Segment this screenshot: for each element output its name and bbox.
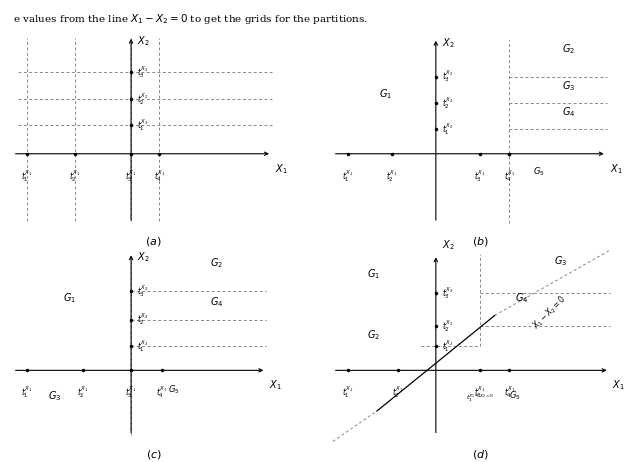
Text: $G_2$: $G_2$ (563, 42, 575, 56)
Text: $t_3^{X_2}$: $t_3^{X_2}$ (442, 285, 453, 301)
Text: $G_3$: $G_3$ (49, 389, 61, 402)
Text: $(c)$: $(c)$ (146, 448, 161, 461)
Text: $t_3^{X_2}$: $t_3^{X_2}$ (442, 68, 453, 85)
Text: $t_4^{X_1}$: $t_4^{X_1}$ (154, 168, 165, 184)
Text: $(d)$: $(d)$ (472, 448, 488, 461)
Text: $t_1^{X_2}$: $t_1^{X_2}$ (442, 122, 453, 137)
Text: $X_1$: $X_1$ (609, 162, 622, 176)
Text: $X_2$: $X_2$ (137, 250, 149, 264)
Text: $t_2^{X_1}$: $t_2^{X_1}$ (386, 168, 397, 184)
Text: $t_3^{X_2}$: $t_3^{X_2}$ (137, 65, 148, 80)
Text: $t_4^{X_1}$: $t_4^{X_1}$ (156, 384, 168, 401)
Text: $t_2^{X_2}$: $t_2^{X_2}$ (137, 91, 148, 107)
Text: $G_4$: $G_4$ (563, 105, 576, 119)
Text: $G_5$: $G_5$ (533, 165, 545, 177)
Text: $t_3^{X_2}$: $t_3^{X_2}$ (137, 283, 148, 299)
Text: $t_4^{X_1}$: $t_4^{X_1}$ (504, 384, 515, 401)
Text: $X_1$: $X_1$ (269, 378, 282, 392)
Text: $G_2$: $G_2$ (367, 328, 381, 341)
Text: $G_4$: $G_4$ (515, 291, 529, 305)
Text: $t_2^{X_2}$: $t_2^{X_2}$ (442, 95, 453, 111)
Text: $G_2$: $G_2$ (210, 257, 223, 270)
Text: $G_5$: $G_5$ (509, 390, 521, 402)
Text: $t_3^{X_1}$: $t_3^{X_1}$ (474, 384, 486, 401)
Text: $t_1^{X_1-X_2=0}$: $t_1^{X_1-X_2=0}$ (466, 393, 494, 404)
Text: $G_3$: $G_3$ (554, 255, 567, 268)
Text: $G_3$: $G_3$ (563, 79, 576, 92)
Text: $G_1$: $G_1$ (63, 291, 76, 305)
Text: $t_4^{X_1}$: $t_4^{X_1}$ (504, 168, 515, 184)
Text: $X_1 - X_2 = 0$: $X_1 - X_2 = 0$ (530, 292, 570, 332)
Text: $t_3^{X_1}$: $t_3^{X_1}$ (125, 384, 137, 401)
Text: $X_1$: $X_1$ (612, 378, 625, 392)
Text: $(a)$: $(a)$ (145, 235, 162, 248)
Text: $X_2$: $X_2$ (442, 36, 454, 49)
Text: e values from the line $X_1 - X_2 = 0$ to get the grids for the partitions.: e values from the line $X_1 - X_2 = 0$ t… (13, 12, 368, 25)
Text: $G_1$: $G_1$ (367, 267, 381, 280)
Text: $X_2$: $X_2$ (137, 34, 149, 48)
Text: $G_5$: $G_5$ (168, 384, 179, 396)
Text: $t_2^{X_2}$: $t_2^{X_2}$ (137, 311, 148, 328)
Text: $X_2$: $X_2$ (442, 239, 454, 252)
Text: $t_1^{X_1}$: $t_1^{X_1}$ (342, 168, 353, 184)
Text: $t_2^{X_1}$: $t_2^{X_1}$ (69, 168, 81, 184)
Text: $X_1$: $X_1$ (275, 162, 287, 176)
Text: $t_1^{X_1}$: $t_1^{X_1}$ (21, 168, 33, 184)
Text: $t_1^{X_1}$: $t_1^{X_1}$ (342, 384, 353, 401)
Text: $t_2^{X_1}$: $t_2^{X_1}$ (77, 384, 89, 401)
Text: $t_3^{X_1}$: $t_3^{X_1}$ (125, 168, 137, 184)
Text: $t_2^{X_2}$: $t_2^{X_2}$ (442, 318, 453, 334)
Text: $G_1$: $G_1$ (380, 87, 392, 101)
Text: $t_1^{X_2}$: $t_1^{X_2}$ (442, 338, 453, 354)
Text: $G_4$: $G_4$ (210, 295, 223, 309)
Text: $(b)$: $(b)$ (472, 235, 488, 248)
Text: $t_2^{X_1}$: $t_2^{X_1}$ (392, 384, 403, 401)
Text: $t_1^{X_2}$: $t_1^{X_2}$ (137, 117, 148, 133)
Text: $t_3^{X_1}$: $t_3^{X_1}$ (474, 168, 486, 184)
Text: $t_1^{X_1}$: $t_1^{X_1}$ (21, 384, 33, 401)
Text: $t_1^{X_2}$: $t_1^{X_2}$ (137, 338, 148, 354)
